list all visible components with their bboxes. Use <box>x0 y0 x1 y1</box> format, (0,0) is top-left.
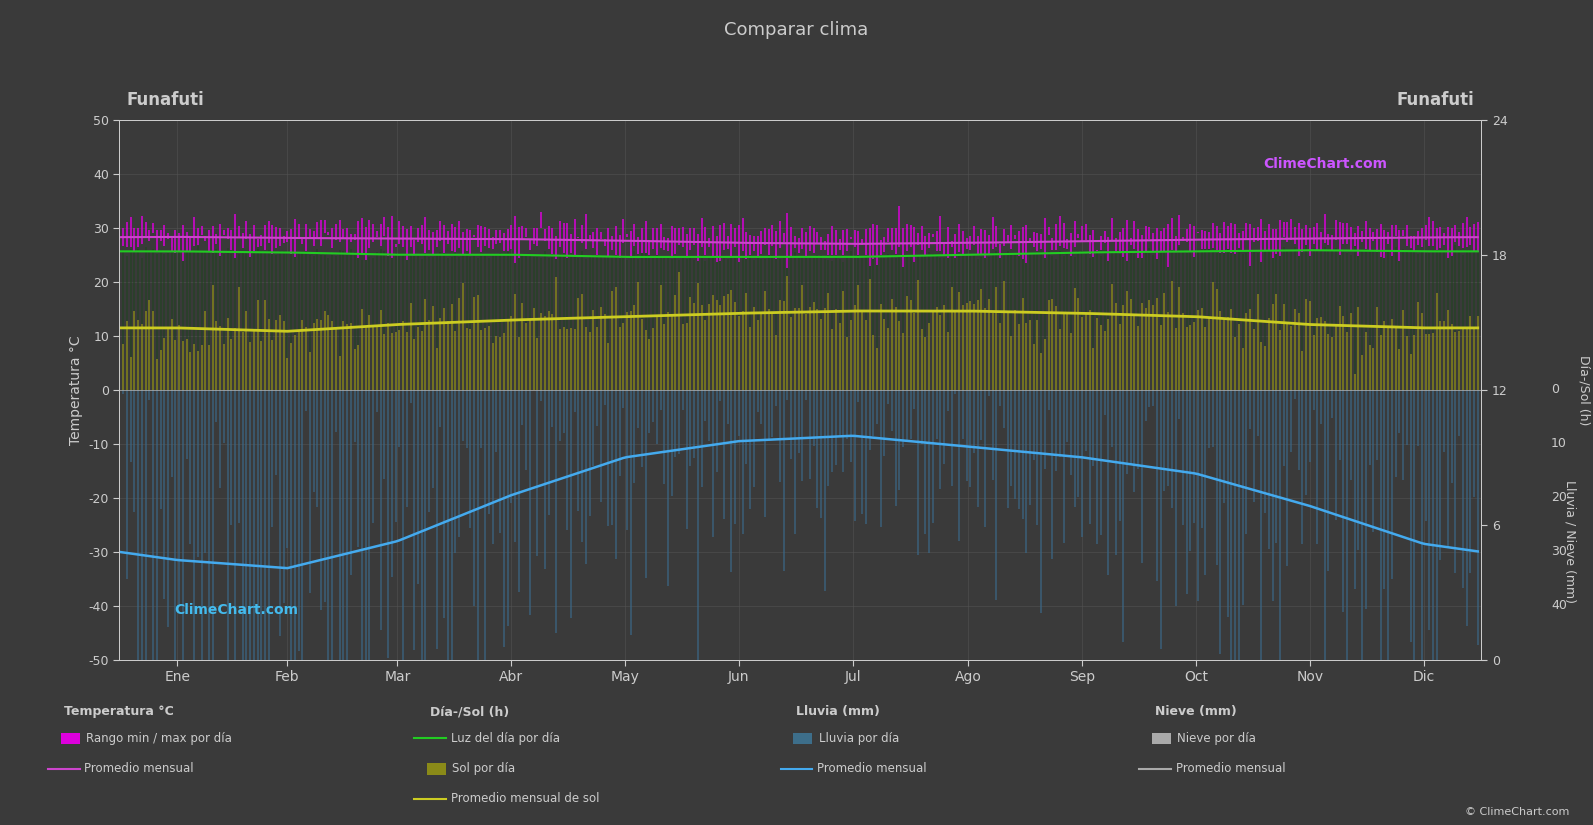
Text: Lluvia por día: Lluvia por día <box>819 732 898 745</box>
Text: Lluvia (mm): Lluvia (mm) <box>796 705 881 719</box>
Text: Temperatura °C: Temperatura °C <box>64 705 174 719</box>
Text: Nieve por día: Nieve por día <box>1177 732 1257 745</box>
Text: Luz del día por día: Luz del día por día <box>451 732 559 745</box>
Y-axis label: Día-/Sol (h): Día-/Sol (h) <box>1577 355 1591 425</box>
Text: Promedio mensual: Promedio mensual <box>1176 762 1286 776</box>
Text: Promedio mensual: Promedio mensual <box>817 762 927 776</box>
Text: Promedio mensual de sol: Promedio mensual de sol <box>451 792 599 805</box>
Text: 0: 0 <box>1552 384 1560 396</box>
Text: Sol por día: Sol por día <box>452 762 516 776</box>
Text: © ClimeChart.com: © ClimeChart.com <box>1464 807 1569 817</box>
Text: Comparar clima: Comparar clima <box>725 21 868 39</box>
Text: Promedio mensual: Promedio mensual <box>84 762 194 776</box>
Text: 10: 10 <box>1552 437 1568 450</box>
Text: Lluvia / Nieve (mm): Lluvia / Nieve (mm) <box>1563 479 1577 602</box>
Y-axis label: Temperatura °C: Temperatura °C <box>68 335 83 445</box>
Text: Funafuti: Funafuti <box>1397 91 1475 109</box>
Text: 40: 40 <box>1552 600 1568 612</box>
Text: 20: 20 <box>1552 492 1568 504</box>
Text: Nieve (mm): Nieve (mm) <box>1155 705 1236 719</box>
Text: ClimeChart.com: ClimeChart.com <box>1263 158 1388 172</box>
Text: Rango min / max por día: Rango min / max por día <box>86 732 233 745</box>
Text: ClimeChart.com: ClimeChart.com <box>174 603 298 617</box>
Text: 30: 30 <box>1552 545 1568 559</box>
Text: Día-/Sol (h): Día-/Sol (h) <box>430 705 510 719</box>
Text: Funafuti: Funafuti <box>126 91 204 109</box>
